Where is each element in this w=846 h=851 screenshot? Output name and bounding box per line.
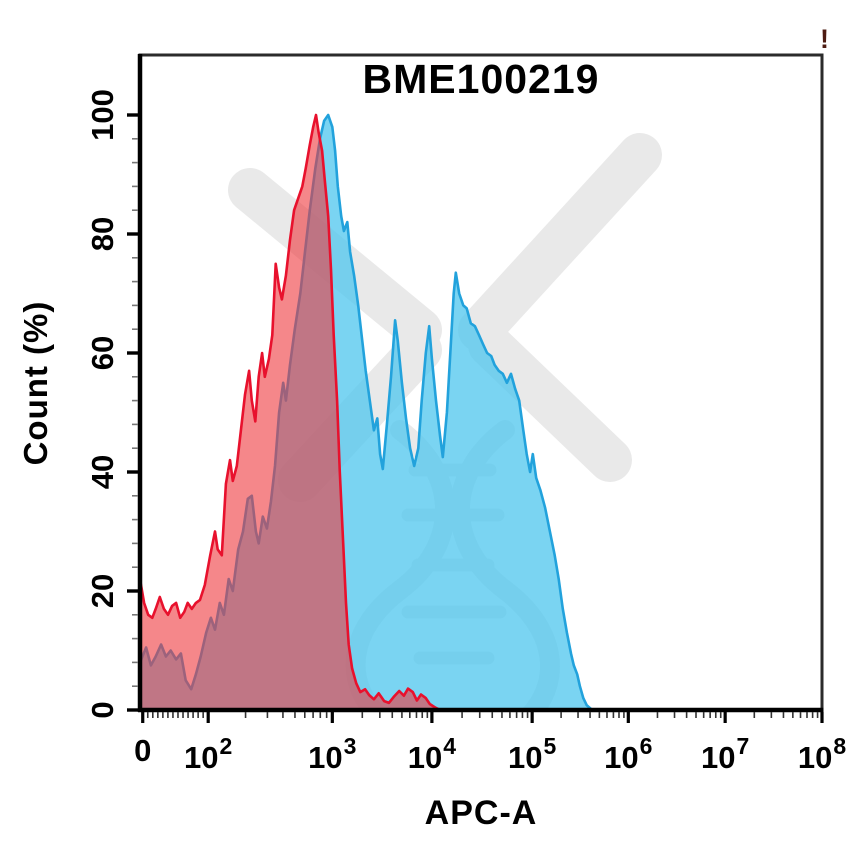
y-tick-label-0: 0 (85, 701, 120, 719)
chart-title: BME100219 (362, 56, 600, 102)
y-tick-label-100: 100 (85, 89, 120, 141)
y-tick-label-80: 80 (85, 216, 120, 252)
x-tick-label-0: 0 (134, 733, 152, 768)
x-tick-label-1e5: 105 (508, 733, 557, 775)
plot-inner (140, 113, 662, 710)
y-tick-label-40: 40 (85, 454, 120, 490)
y-tick-label-20: 20 (85, 573, 120, 609)
histogram-red-control (140, 113, 442, 710)
alert-glyph: ! (820, 24, 829, 54)
x-axis-label: APC-A (424, 794, 538, 832)
y-tick-label-60: 60 (85, 335, 120, 371)
x-tick-label-1e7: 107 (701, 733, 750, 775)
x-tick-label-1e6: 106 (604, 733, 653, 775)
x-tick-label-1e8: 108 (797, 733, 846, 775)
axis-ticks (127, 113, 824, 723)
x-tick-label-1e2: 102 (184, 733, 233, 775)
x-tick-label-1e4: 104 (407, 733, 457, 775)
y-axis-label: Count (%) (17, 300, 54, 466)
x-tick-label-1e3: 103 (308, 733, 357, 775)
